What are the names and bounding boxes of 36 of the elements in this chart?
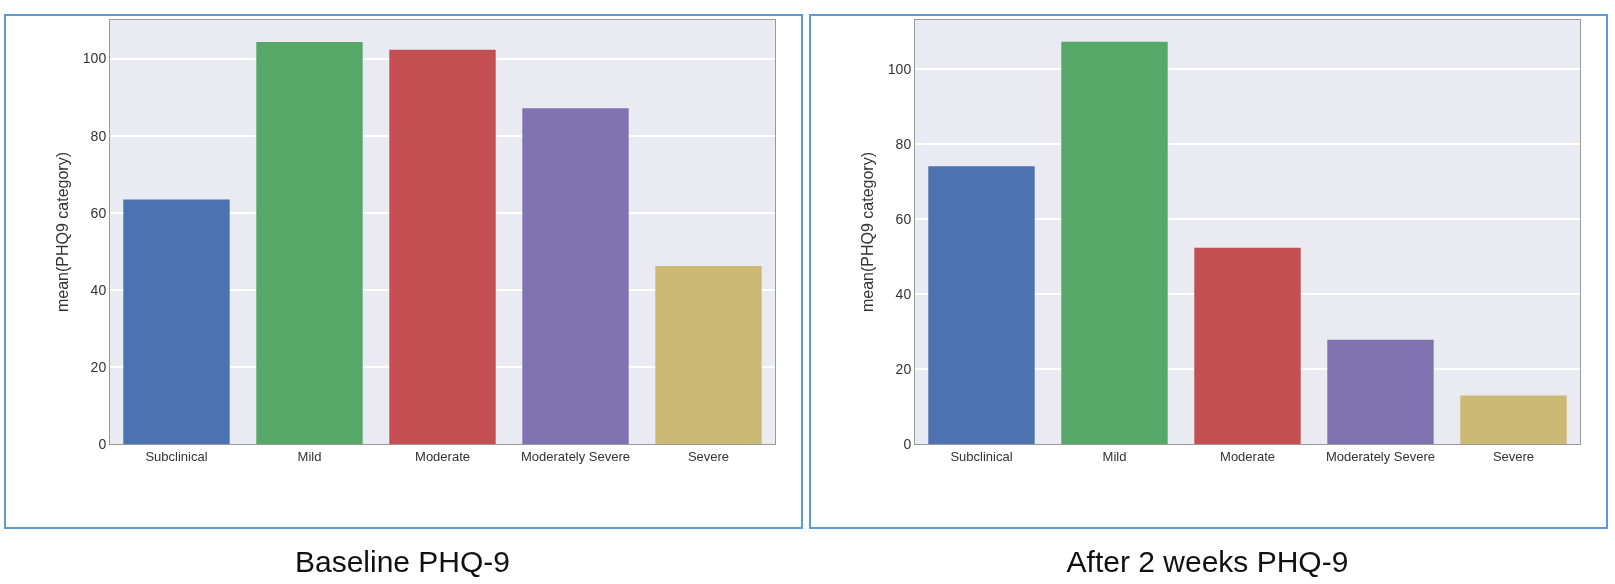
x-tick-label: Moderate bbox=[415, 448, 470, 464]
bar bbox=[1061, 41, 1168, 444]
x-tick-label: Moderately Severe bbox=[1325, 448, 1436, 464]
bar bbox=[522, 108, 629, 444]
y-tick-label: 40 bbox=[895, 285, 912, 302]
x-tick-label: Mild bbox=[297, 448, 322, 464]
x-tick-label: Moderate bbox=[1220, 448, 1275, 464]
bar bbox=[123, 199, 230, 444]
x-tick-label: Subclinical bbox=[145, 448, 208, 464]
y-tick-label: 60 bbox=[90, 204, 107, 221]
x-tick-label: Mild bbox=[1102, 448, 1127, 464]
bar bbox=[1460, 395, 1567, 444]
y-tick-label: 40 bbox=[90, 281, 107, 298]
x-tick-label: Moderately Severe bbox=[520, 448, 631, 464]
x-tick-label: Subclinical bbox=[950, 448, 1013, 464]
bar bbox=[1194, 247, 1301, 444]
y-tick-label: 20 bbox=[895, 360, 912, 377]
bar bbox=[928, 166, 1035, 444]
y-tick-label: 100 bbox=[887, 60, 912, 77]
y-tick-label: 20 bbox=[90, 358, 107, 375]
y-tick-label: 0 bbox=[98, 435, 107, 452]
y-tick-label: 100 bbox=[82, 50, 107, 67]
text: Baseline PHQ-9 bbox=[294, 545, 511, 579]
bar bbox=[256, 41, 363, 444]
bar bbox=[389, 49, 496, 444]
x-tick-label: Severe bbox=[687, 448, 730, 464]
y-tick-label: 80 bbox=[895, 135, 912, 152]
bar bbox=[1327, 339, 1434, 444]
x-tick-label: Severe bbox=[1492, 448, 1535, 464]
y-tick-label: 80 bbox=[90, 127, 107, 144]
y-axis-title: mean(PHQ9 category) bbox=[859, 151, 876, 313]
bar bbox=[655, 265, 762, 444]
y-tick-label: 0 bbox=[903, 435, 912, 452]
y-tick-label: 60 bbox=[895, 210, 912, 227]
y-axis-title: mean(PHQ9 category) bbox=[54, 151, 71, 313]
text: After 2 weeks PHQ-9 bbox=[1066, 545, 1349, 579]
